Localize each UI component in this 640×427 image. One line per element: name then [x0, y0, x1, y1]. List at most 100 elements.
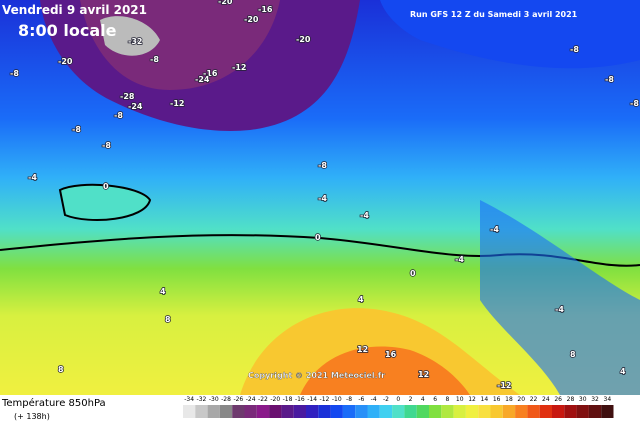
contour-label: -20 [218, 0, 233, 6]
valid-time: Vendredi 9 avril 2021 [2, 3, 147, 17]
legend-swatch [478, 405, 491, 418]
contour-label: -8 [102, 141, 111, 150]
legend-label: -30 [209, 396, 219, 403]
cold-region [480, 200, 640, 395]
legend-label: 0 [396, 396, 400, 403]
cold-region [380, 0, 640, 69]
cold-core [100, 16, 160, 56]
legend-label: 26 [554, 396, 562, 403]
local-time: 8:00 locale [18, 21, 117, 40]
contour-label: -32 [128, 37, 142, 46]
legend-label: 8 [446, 396, 450, 403]
legend-swatch [465, 405, 479, 418]
legend-label: -16 [295, 396, 305, 403]
contour-label: -16 [258, 5, 273, 14]
legend-label: -28 [221, 396, 231, 403]
contour-label: -8 [570, 45, 579, 54]
legend-label: 18 [505, 396, 513, 403]
legend-swatch [281, 405, 294, 418]
legend-swatch [502, 405, 516, 418]
contour-zero [58, 183, 152, 221]
contour-label: 12 [357, 345, 368, 354]
contour-label: -4 [455, 255, 464, 264]
legend-swatch [552, 405, 565, 418]
contour-label: -4 [490, 225, 499, 234]
legend-swatch [244, 405, 257, 418]
contour-label: -8 [630, 99, 639, 108]
legend-label: -22 [258, 396, 268, 403]
legend-swatch [515, 405, 528, 418]
legend-swatch [601, 405, 614, 418]
contour-label: -4 [318, 194, 327, 203]
legend-swatch [429, 405, 442, 418]
contour-label: -8 [318, 161, 327, 170]
contour-label: 0 [103, 182, 109, 191]
run-info: Run GFS 12 Z du Samedi 3 avril 2021 [410, 10, 578, 19]
legend-label: 28 [567, 396, 575, 403]
legend-label: 20 [517, 396, 525, 403]
legend-swatch [527, 405, 540, 418]
legend-swatch [379, 405, 393, 418]
legend-swatch [490, 405, 503, 418]
legend-label: 6 [433, 396, 437, 403]
legend-label: 14 [481, 396, 489, 403]
legend-title: Température 850hPa [1, 397, 106, 409]
legend-swatch [564, 405, 577, 418]
legend-label: 22 [530, 396, 538, 403]
legend-swatch [195, 405, 208, 418]
legend-swatch [318, 405, 331, 418]
legend-label: -14 [307, 396, 317, 403]
contour-label: -16 [203, 69, 218, 78]
legend-label: -24 [246, 396, 256, 403]
legend-swatch [269, 405, 282, 418]
legend-label: -6 [358, 396, 364, 403]
legend-label: -8 [346, 396, 352, 403]
contour-label: -8 [150, 55, 159, 64]
contour-label: -8 [605, 75, 614, 84]
legend-label: 32 [591, 396, 599, 403]
contour-label: 4 [358, 295, 364, 304]
legend-label: -12 [320, 396, 330, 403]
contour-label: -4 [28, 173, 37, 182]
contour-label: 12 [418, 370, 429, 379]
contour-label: -12 [497, 381, 511, 390]
contour-label: -24 [128, 102, 143, 111]
legend-label: -34 [184, 396, 194, 403]
legend-label: 10 [456, 396, 464, 403]
contour-label: 8 [165, 315, 171, 324]
contour-label: -12 [170, 99, 184, 108]
legend-swatch [416, 405, 429, 418]
legend-label: -2 [383, 396, 389, 403]
legend-swatch [330, 405, 343, 418]
legend-swatch [219, 405, 233, 418]
contour-label: 8 [570, 350, 576, 359]
contour-label: -8 [72, 125, 81, 134]
legend-label: -10 [332, 396, 342, 403]
legend-swatch [306, 405, 319, 418]
legend-label: 4 [421, 396, 425, 403]
contour-label: -20 [58, 57, 73, 66]
legend-label: 24 [542, 396, 550, 403]
legend-swatch [453, 405, 466, 418]
contour-label: -4 [555, 305, 564, 314]
legend-swatch [256, 405, 270, 418]
contour-label: -4 [360, 211, 369, 220]
legend-label: -26 [233, 396, 243, 403]
legend-label: -20 [270, 396, 280, 403]
contour-label: 16 [385, 350, 397, 359]
contour-label: 0 [410, 269, 416, 278]
copyright: Copyright © 2021 Meteociel.fr [248, 371, 385, 380]
legend-label: 12 [468, 396, 476, 403]
contour-label: -8 [10, 69, 19, 78]
legend-swatch [207, 405, 220, 418]
legend-label: 30 [579, 396, 587, 403]
contour-label: -20 [296, 35, 311, 44]
contour-label: -24 [195, 75, 210, 84]
contour-label: -20 [244, 15, 259, 24]
warm-region [300, 346, 470, 395]
legend-swatch [183, 405, 196, 418]
legend-swatch [367, 405, 380, 418]
legend-label: -4 [371, 396, 377, 403]
